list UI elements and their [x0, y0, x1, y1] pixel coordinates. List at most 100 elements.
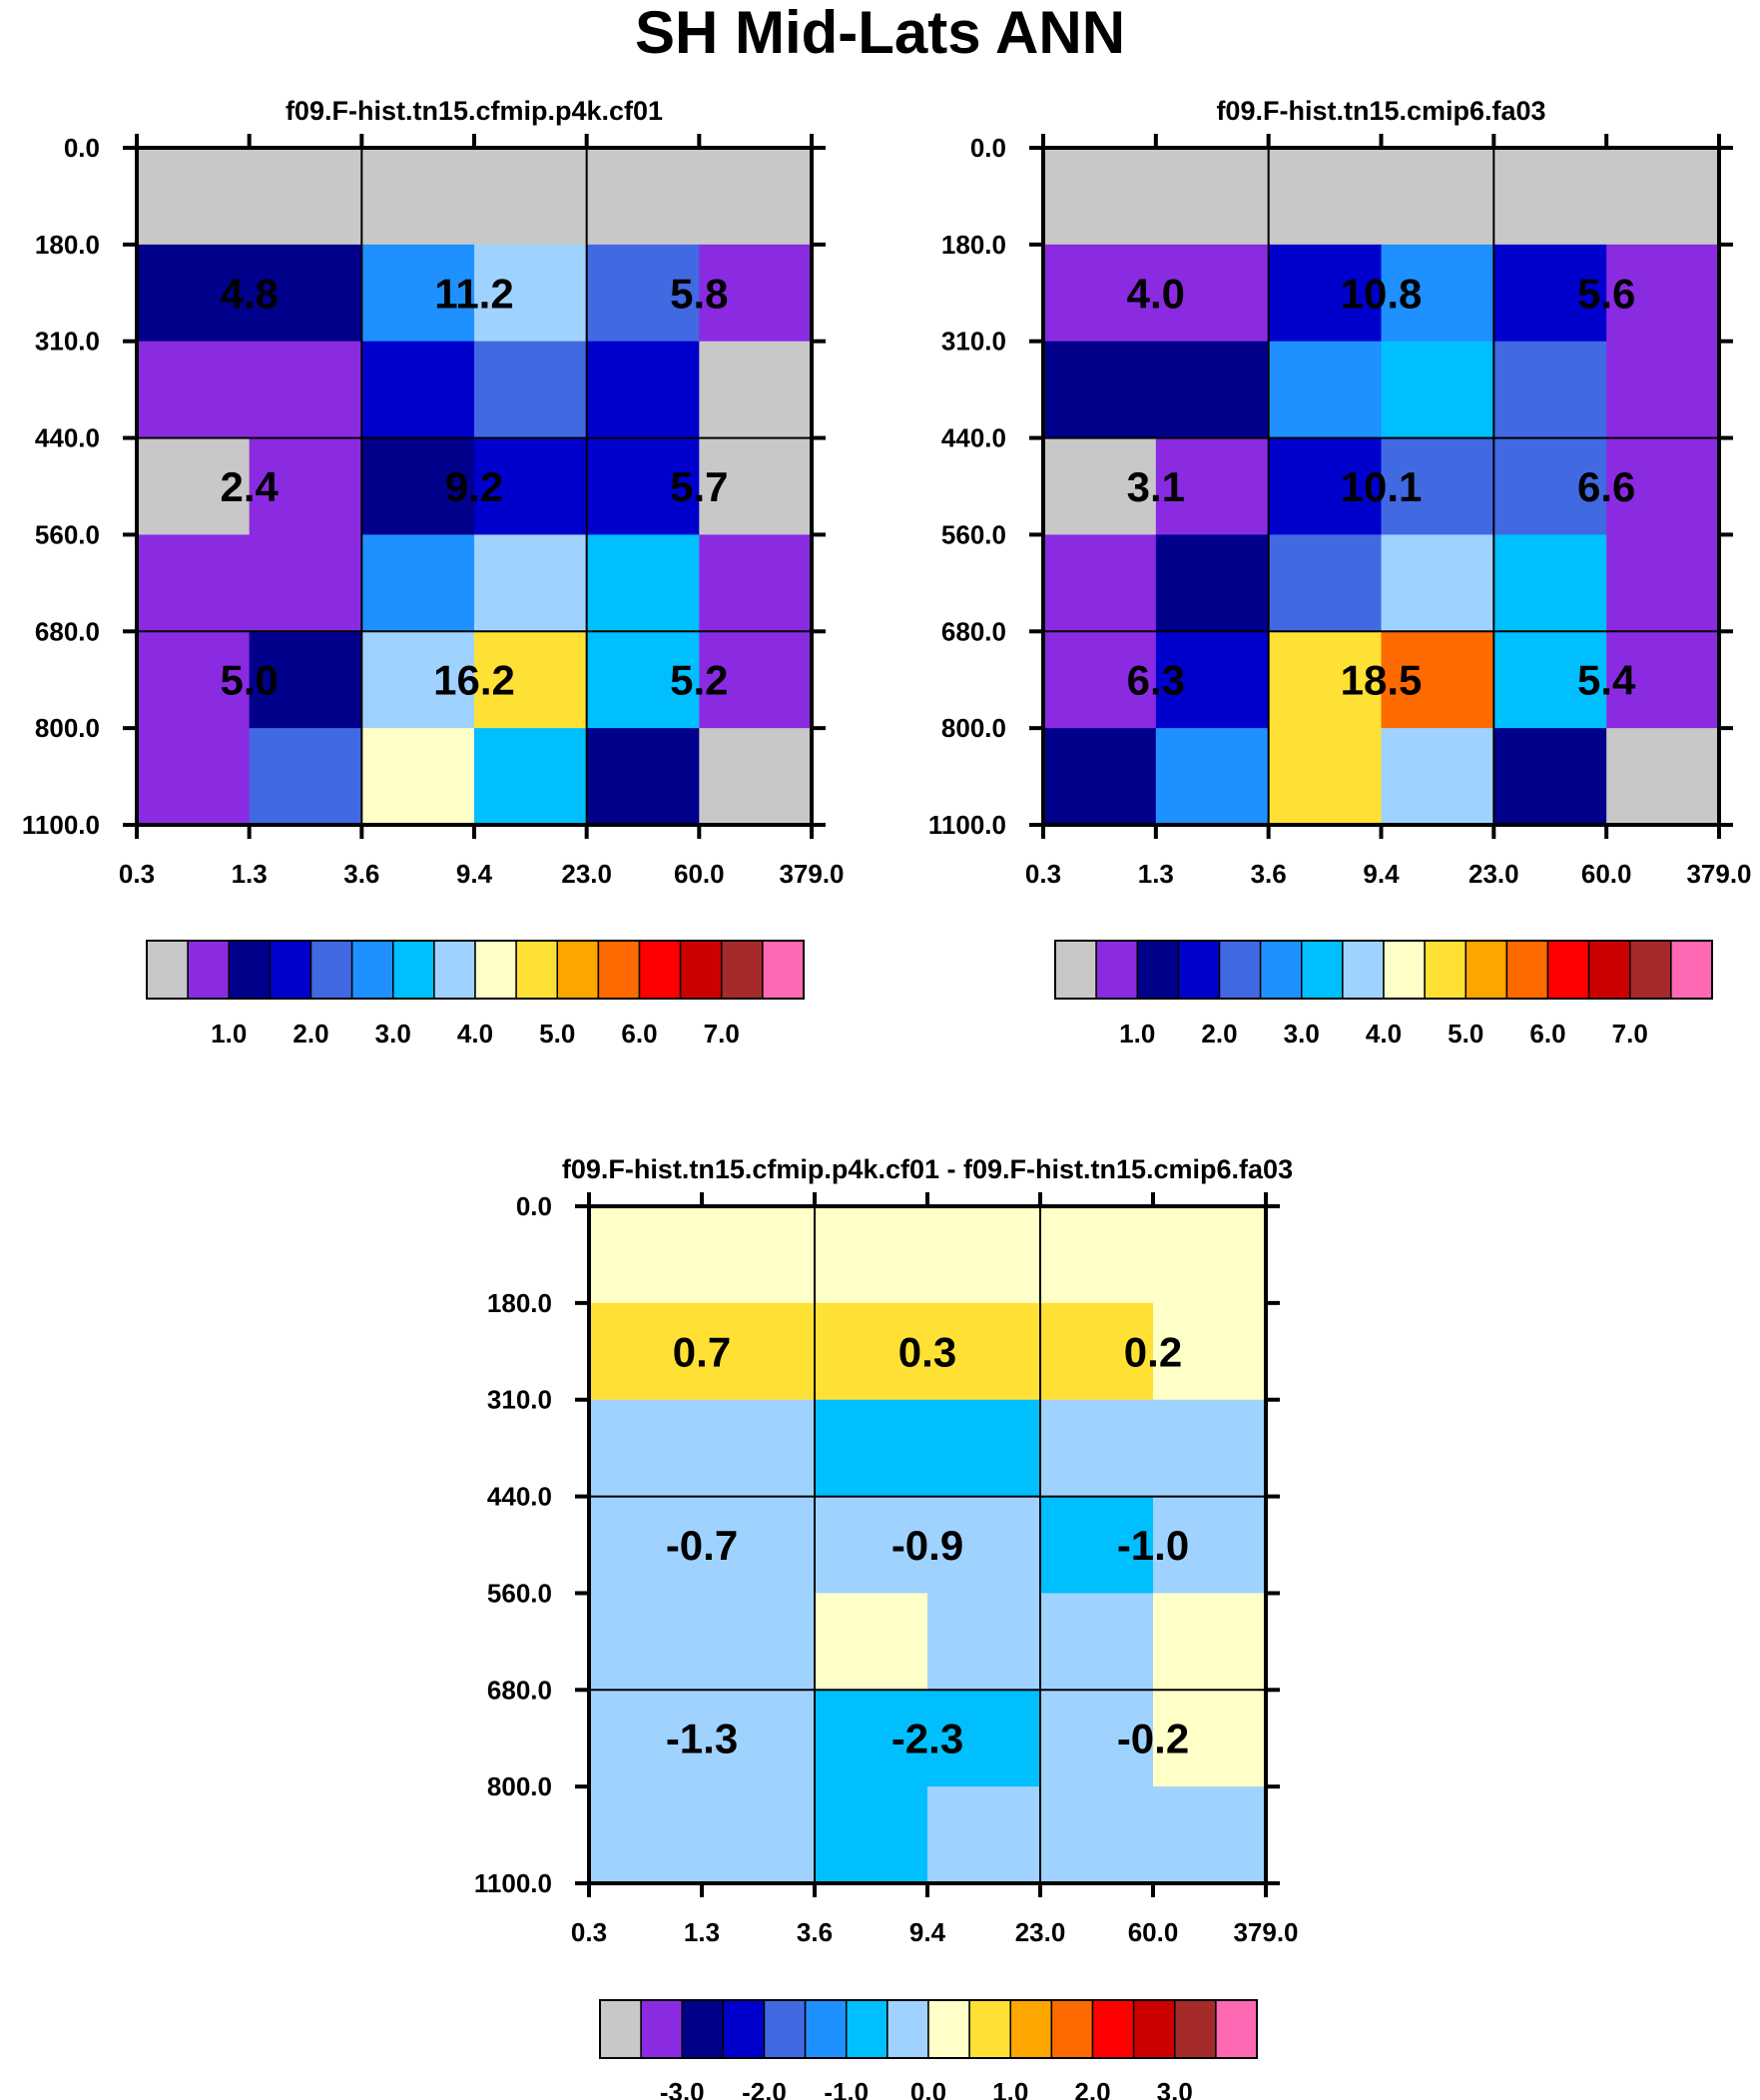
heatmap-cell: [815, 1690, 928, 1787]
panel-difference: f09.F-hist.tn15.cfmip.p4k.cf01 - f09.F-h…: [474, 1154, 1299, 2100]
heatmap-cell: [586, 341, 700, 439]
colorbar-box: [433, 940, 476, 1000]
heatmap-cell: [1268, 244, 1383, 343]
colorbar-box: [1009, 1999, 1053, 2059]
colorbar-box: [1465, 940, 1508, 1000]
heatmap-cell: [361, 148, 475, 246]
colorbar-label: 3.0: [375, 1019, 411, 1049]
heatmap-cell: [1040, 1690, 1154, 1787]
x-tick-label: 23.0: [1015, 1917, 1066, 1947]
y-tick-label: 310.0: [35, 327, 100, 356]
colorbar-box: [1050, 1999, 1094, 2059]
colorbar-box: [1054, 940, 1097, 1000]
colorbar-box: [1342, 940, 1385, 1000]
heatmap-cell: [1153, 1399, 1267, 1498]
x-tick-label: 9.4: [1363, 859, 1400, 889]
colorbar-label: -1.0: [824, 2077, 869, 2100]
panel-left: f09.F-hist.tn15.cfmip.p4k.cf01 0.0 180.0 31…: [22, 96, 845, 1049]
heatmap-cell: [1153, 1593, 1267, 1691]
y-tick-label: 180.0: [487, 1288, 552, 1318]
heatmap-cell: [702, 1399, 816, 1498]
x-tick-label: 23.0: [561, 859, 612, 889]
y-tick-label: 680.0: [941, 616, 1006, 646]
heatmap-cell: [137, 534, 251, 632]
page-title: SH Mid-Lats ANN: [634, 0, 1126, 66]
heatmap-cell: [1043, 631, 1157, 729]
colorbar-box: [1670, 940, 1713, 1000]
box-value-label: 6.6: [1577, 463, 1635, 510]
colorbar-label: 1.0: [992, 2077, 1028, 2100]
heatmap-cell: [699, 244, 813, 343]
y-tick-label: 1100.0: [22, 810, 100, 840]
heatmap-cell: [1153, 1302, 1267, 1401]
heatmap-cell: [249, 728, 362, 826]
heatmap-cell: [249, 244, 362, 343]
heatmap-cell: [815, 1593, 928, 1691]
heatmap-cell: [1155, 341, 1270, 439]
heatmap-cell: [1381, 437, 1494, 536]
heatmap-cell: [1381, 148, 1494, 246]
x-tick-label: 23.0: [1468, 859, 1519, 889]
heatmap-cell: [137, 631, 251, 729]
heatmap-cell: [474, 728, 588, 826]
colorbar-box: [1174, 1999, 1217, 2059]
heatmap-cell: [1493, 631, 1607, 729]
colorbar-box: [1095, 940, 1138, 1000]
heatmap-cell: [589, 1496, 703, 1595]
colorbar-box: [1215, 1999, 1258, 2059]
box-value-label: 5.7: [670, 463, 728, 510]
y-tick-label: 440.0: [35, 423, 100, 453]
heatmap-cell: [1493, 437, 1607, 536]
y-tick-label: 560.0: [487, 1578, 552, 1608]
colorbar-box: [1301, 940, 1344, 1000]
colorbar-label: 6.0: [621, 1019, 657, 1049]
heatmap-cell: [702, 1593, 816, 1691]
heatmap-cell: [589, 1690, 703, 1787]
heatmap-cell: [361, 534, 475, 632]
heatmap-cell: [1155, 728, 1270, 826]
colorbar-label: 2.0: [1201, 1019, 1237, 1049]
heatmap-cell: [1381, 244, 1494, 343]
heatmap-cell: [474, 244, 588, 343]
heatmap-cell: [137, 728, 251, 826]
heatmap-cell: [474, 437, 588, 536]
colorbar-label: 0.0: [910, 2077, 946, 2100]
heatmap-cell: [699, 437, 813, 536]
heatmap-cell: [137, 244, 251, 343]
box-value-label: 5.8: [670, 270, 728, 317]
colorbar-label: 7.0: [704, 1019, 740, 1049]
heatmap-cell: [927, 1786, 1041, 1884]
x-tick-label: 60.0: [1128, 1917, 1179, 1947]
heatmap-cell: [927, 1690, 1041, 1787]
heatmap-cell: [699, 148, 813, 246]
panel-title: f09.F-hist.tn15.cfmip.p4k.cf01: [286, 96, 663, 126]
y-tick-label: 440.0: [487, 1482, 552, 1512]
box-value-label: -2.3: [891, 1716, 963, 1762]
heatmap-cell: [589, 1593, 703, 1691]
box-value-label: 16.2: [433, 657, 515, 704]
heatmap-cell: [586, 244, 700, 343]
colorbar-box: [927, 1999, 970, 2059]
box-value-label: 4.0: [1127, 270, 1185, 317]
box-value-label: 5.0: [220, 657, 278, 704]
colorbar-label: -2.0: [742, 2077, 787, 2100]
box-value-label: 6.3: [1127, 657, 1185, 704]
heatmap-cell: [1155, 244, 1270, 343]
heatmap-cell: [1268, 631, 1383, 729]
heatmap-cell: [699, 728, 813, 826]
x-tick-label: 379.0: [779, 859, 844, 889]
heatmap-cell: [927, 1496, 1041, 1595]
x-tick-label: 3.6: [1251, 859, 1287, 889]
heatmap-cell: [361, 728, 475, 826]
heatmap-cell: [137, 148, 251, 246]
heatmap-cell: [1606, 437, 1720, 536]
heatmap-cell: [1043, 534, 1157, 632]
heatmap-cell: [1606, 728, 1720, 826]
y-tick-label: 180.0: [35, 230, 100, 260]
y-tick-label: 800.0: [487, 1771, 552, 1801]
heatmap-cell: [702, 1496, 816, 1595]
heatmap-cell: [474, 534, 588, 632]
x-tick-label: 1.3: [1138, 859, 1174, 889]
heatmap-cell: [249, 437, 362, 536]
heatmap-cell: [699, 631, 813, 729]
